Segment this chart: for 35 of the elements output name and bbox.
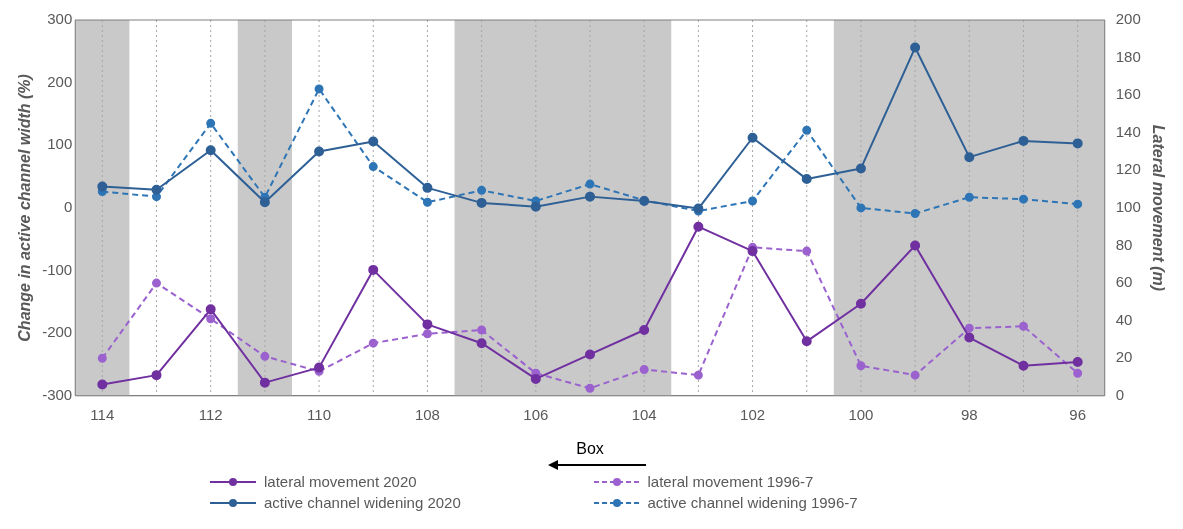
y2-tick-label: 140 bbox=[1115, 122, 1141, 140]
y2-tick-label: 40 bbox=[1115, 310, 1133, 328]
x-tick-label: 112 bbox=[198, 405, 223, 423]
y-tick-label: 300 bbox=[47, 10, 73, 28]
y-tick-label: 0 bbox=[63, 198, 73, 216]
x-tick-label: 96 bbox=[1069, 405, 1087, 423]
x-axis-title: Box bbox=[576, 439, 604, 457]
y-axis-title: Change in active channel width (%) bbox=[16, 74, 34, 342]
y2-tick-label: 180 bbox=[1115, 47, 1141, 65]
y-tick-label: -300 bbox=[42, 385, 73, 403]
y-tick-label: 100 bbox=[47, 135, 73, 153]
y2-tick-label: 80 bbox=[1115, 235, 1133, 253]
y2-tick-label: 60 bbox=[1115, 273, 1133, 291]
y2-axis-title: Lateral movement (m) bbox=[1149, 124, 1167, 292]
x-tick-label: 100 bbox=[848, 405, 874, 423]
x-tick-label: 108 bbox=[414, 405, 440, 423]
legend-label: lateral movement 1996-7 bbox=[647, 473, 814, 490]
x-tick-label: 102 bbox=[740, 405, 766, 423]
y2-tick-label: 20 bbox=[1115, 348, 1133, 366]
y-tick-label: -100 bbox=[42, 260, 73, 278]
x-tick-label: 106 bbox=[523, 405, 549, 423]
y-tick-label: -200 bbox=[42, 323, 73, 341]
y-tick-label: 200 bbox=[47, 72, 73, 90]
legend-label: active channel widening 2020 bbox=[264, 494, 461, 511]
y2-tick-label: 160 bbox=[1115, 85, 1141, 103]
y2-tick-label: 0 bbox=[1115, 385, 1125, 403]
x-tick-label: 104 bbox=[631, 405, 657, 423]
legend-label: lateral movement 2020 bbox=[264, 473, 417, 490]
x-tick-label: 98 bbox=[960, 405, 978, 423]
x-tick-label: 110 bbox=[307, 405, 332, 423]
y2-tick-label: 200 bbox=[1115, 10, 1141, 28]
y2-tick-label: 100 bbox=[1115, 198, 1141, 216]
legend-label: active channel widening 1996-7 bbox=[647, 494, 858, 511]
y2-tick-label: 120 bbox=[1115, 160, 1141, 178]
x-tick-label: 114 bbox=[90, 405, 115, 423]
